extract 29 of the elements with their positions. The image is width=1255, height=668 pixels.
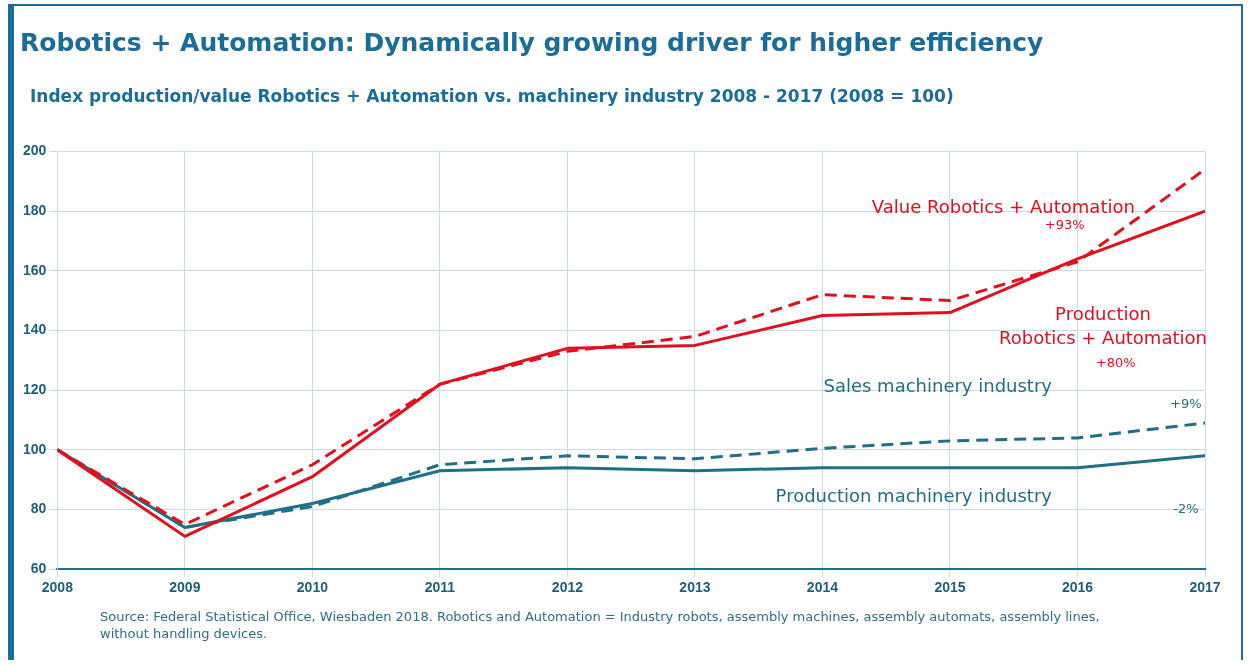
x-tick-label: 2015 (934, 579, 966, 596)
y-tick-label: 80 (30, 500, 47, 517)
chart-subtitle: Index production/value Robotics + Automation vs. machinery industry 2008 - 2017 (2008 = 100) (30, 86, 954, 106)
series-label: Production Robotics + Automation (999, 303, 1207, 349)
x-tick-label: 2014 (806, 579, 839, 596)
x-tick-label: 2009 (169, 579, 201, 596)
annotation: +93% (1044, 217, 1085, 233)
y-tick-label: 200 (23, 142, 47, 159)
x-tick-label: 2008 (41, 579, 74, 596)
y-tick-label: 160 (23, 261, 47, 278)
annotation: -2% (1173, 500, 1199, 516)
x-tick-label: 2011 (424, 579, 456, 596)
y-tick-label: 140 (23, 321, 47, 338)
series-label: Value Robotics + Automation (871, 195, 1135, 217)
annotation: +9% (1170, 396, 1202, 412)
chart-title: Robotics + Automation: Dynamically growing driver for higher efficiency (20, 28, 1044, 57)
y-tick-label: 100 (23, 440, 47, 457)
annotation: +80% (1095, 354, 1136, 370)
x-tick-label: 2010 (296, 579, 329, 596)
y-tick-label: 120 (23, 381, 47, 397)
series-label: Production machinery industry (775, 485, 1053, 507)
x-tick-label: 2013 (679, 579, 711, 596)
x-tick-label: 2012 (551, 579, 584, 596)
text: Sales machinery industry (823, 374, 1053, 396)
y-tick-label: 180 (23, 201, 47, 218)
x-tick-label: 2017 (1189, 579, 1221, 596)
y-tick-label: 60 (30, 560, 47, 577)
x-tick-label: 2016 (1061, 579, 1094, 596)
source-note: Source: Federal Statistical Office, Wiesbaden 2018. Robotics and Automation = Industry robots, assembly machines, assembly automats, assembly lines, without handling devices. (100, 608, 1101, 642)
